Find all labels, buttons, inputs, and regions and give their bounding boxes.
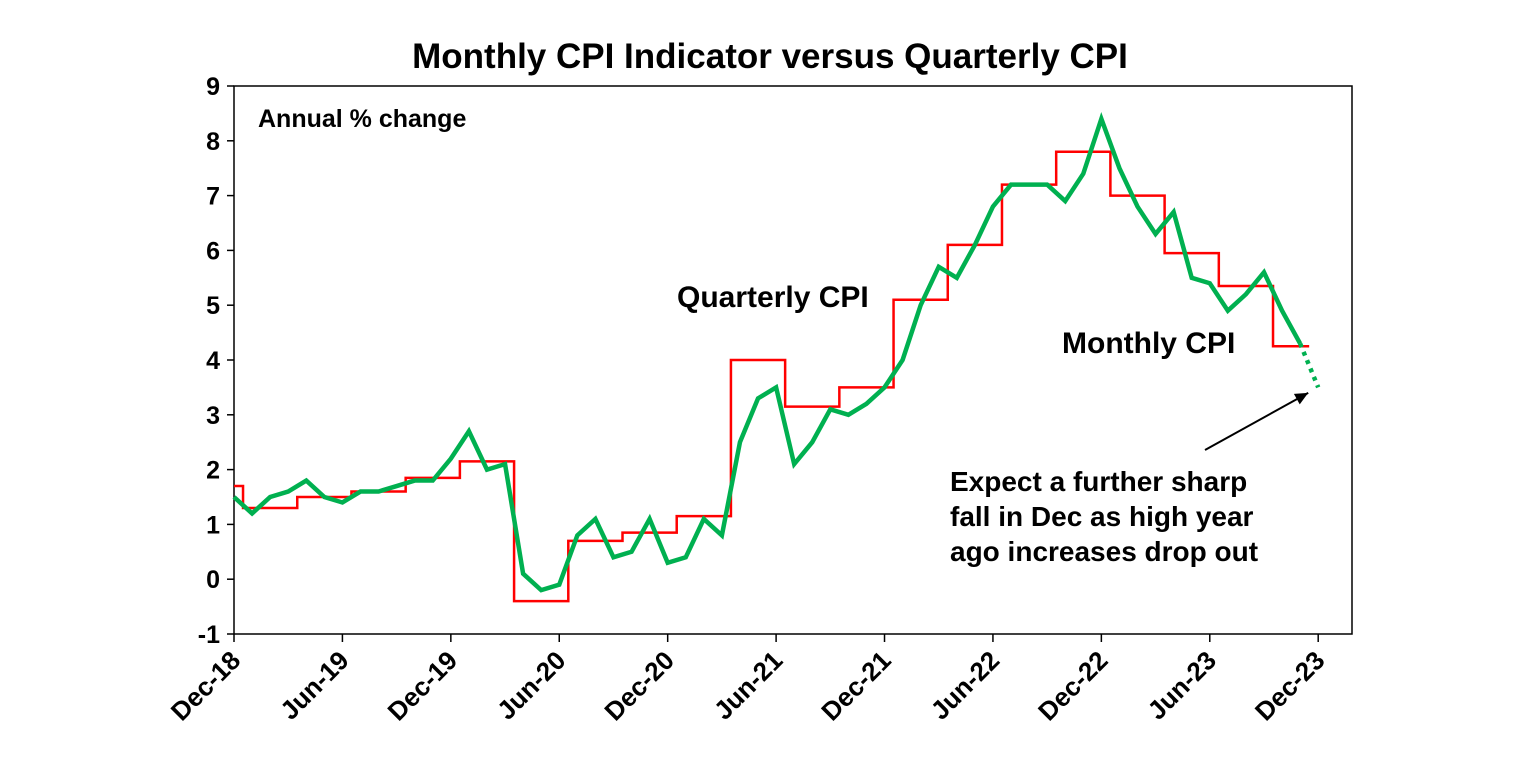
x-tick-label: Dec-23 bbox=[1249, 645, 1331, 727]
x-tick-label: Dec-19 bbox=[382, 645, 464, 727]
chart-title: Monthly CPI Indicator versus Quarterly C… bbox=[412, 37, 1128, 76]
annotation-arrow-head bbox=[1293, 392, 1309, 405]
y-tick-label: 2 bbox=[206, 457, 220, 485]
x-axis: Dec-18 Jun-19 Dec-19 Jun-20 Dec-20 Jun-21 Dec-… bbox=[165, 634, 1331, 727]
x-tick-label: Jun-21 bbox=[708, 645, 788, 725]
y-tick-label: 6 bbox=[206, 237, 220, 265]
x-tick-label: Dec-22 bbox=[1032, 645, 1114, 727]
y-tick-label: 1 bbox=[206, 511, 220, 539]
y-tick-label: 4 bbox=[206, 347, 220, 375]
annotation-note: Expect a further sharp fall in Dec as hi… bbox=[950, 466, 1258, 567]
annotation-arrow bbox=[1204, 392, 1309, 451]
y-tick-label: 7 bbox=[206, 183, 220, 211]
y-tick-label: 3 bbox=[206, 402, 220, 430]
x-tick-label: Dec-21 bbox=[815, 645, 897, 727]
quarterly-cpi-label: Quarterly CPI bbox=[677, 281, 869, 314]
y-tick-label: 5 bbox=[206, 292, 220, 320]
series-line-quarterly-cpi bbox=[234, 150, 1310, 603]
annotation-arrow-shaft bbox=[1204, 392, 1309, 451]
series-line-projection bbox=[1298, 342, 1321, 389]
x-tick-label: Dec-20 bbox=[598, 645, 680, 727]
note-line-3: ago increases drop out bbox=[950, 536, 1258, 567]
y-axis: -1 0 1 2 3 4 5 6 7 8 9 bbox=[198, 73, 234, 649]
series-line-monthly-cpi bbox=[232, 112, 1303, 593]
x-tick-label: Jun-23 bbox=[1142, 645, 1222, 725]
subtitle-label: Annual % change bbox=[258, 105, 466, 133]
x-tick-label: Jun-19 bbox=[274, 645, 354, 725]
y-tick-label: 8 bbox=[206, 128, 220, 156]
y-tick-label: -1 bbox=[198, 621, 220, 649]
y-tick-label: 9 bbox=[206, 73, 220, 101]
x-tick-label: Jun-20 bbox=[491, 645, 571, 725]
y-tick-label: 0 bbox=[206, 566, 220, 594]
monthly-cpi-label: Monthly CPI bbox=[1062, 327, 1235, 360]
note-line-1: Expect a further sharp bbox=[950, 466, 1247, 497]
note-line-2: fall in Dec as high year bbox=[950, 501, 1254, 532]
x-tick-label: Dec-18 bbox=[165, 645, 247, 727]
series-layer bbox=[232, 112, 1321, 603]
x-tick-label: Jun-22 bbox=[925, 645, 1005, 725]
